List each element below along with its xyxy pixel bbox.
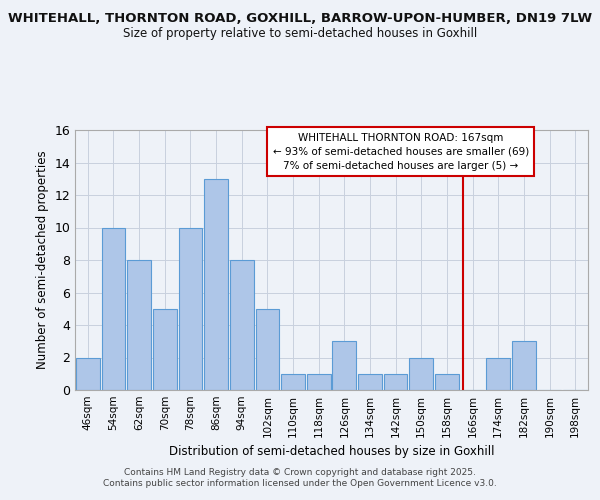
Bar [384, 374, 407, 390]
Bar [76, 358, 100, 390]
Bar [127, 260, 151, 390]
Text: WHITEHALL THORNTON ROAD: 167sqm
← 93% of semi-detached houses are smaller (69)
7: WHITEHALL THORNTON ROAD: 167sqm ← 93% of… [272, 132, 529, 170]
Bar [435, 374, 459, 390]
Y-axis label: Number of semi-detached properties: Number of semi-detached properties [36, 150, 49, 370]
Bar [332, 341, 356, 390]
Bar [358, 374, 382, 390]
Bar [230, 260, 254, 390]
Text: Contains HM Land Registry data © Crown copyright and database right 2025.
Contai: Contains HM Land Registry data © Crown c… [103, 468, 497, 487]
Bar [256, 308, 279, 390]
Bar [307, 374, 331, 390]
Bar [512, 341, 536, 390]
Bar [487, 358, 510, 390]
Bar [179, 228, 202, 390]
X-axis label: Distribution of semi-detached houses by size in Goxhill: Distribution of semi-detached houses by … [169, 446, 494, 458]
Text: Size of property relative to semi-detached houses in Goxhill: Size of property relative to semi-detach… [123, 28, 477, 40]
Text: WHITEHALL, THORNTON ROAD, GOXHILL, BARROW-UPON-HUMBER, DN19 7LW: WHITEHALL, THORNTON ROAD, GOXHILL, BARRO… [8, 12, 592, 26]
Bar [409, 358, 433, 390]
Bar [281, 374, 305, 390]
Bar [153, 308, 176, 390]
Bar [101, 228, 125, 390]
Bar [204, 179, 228, 390]
